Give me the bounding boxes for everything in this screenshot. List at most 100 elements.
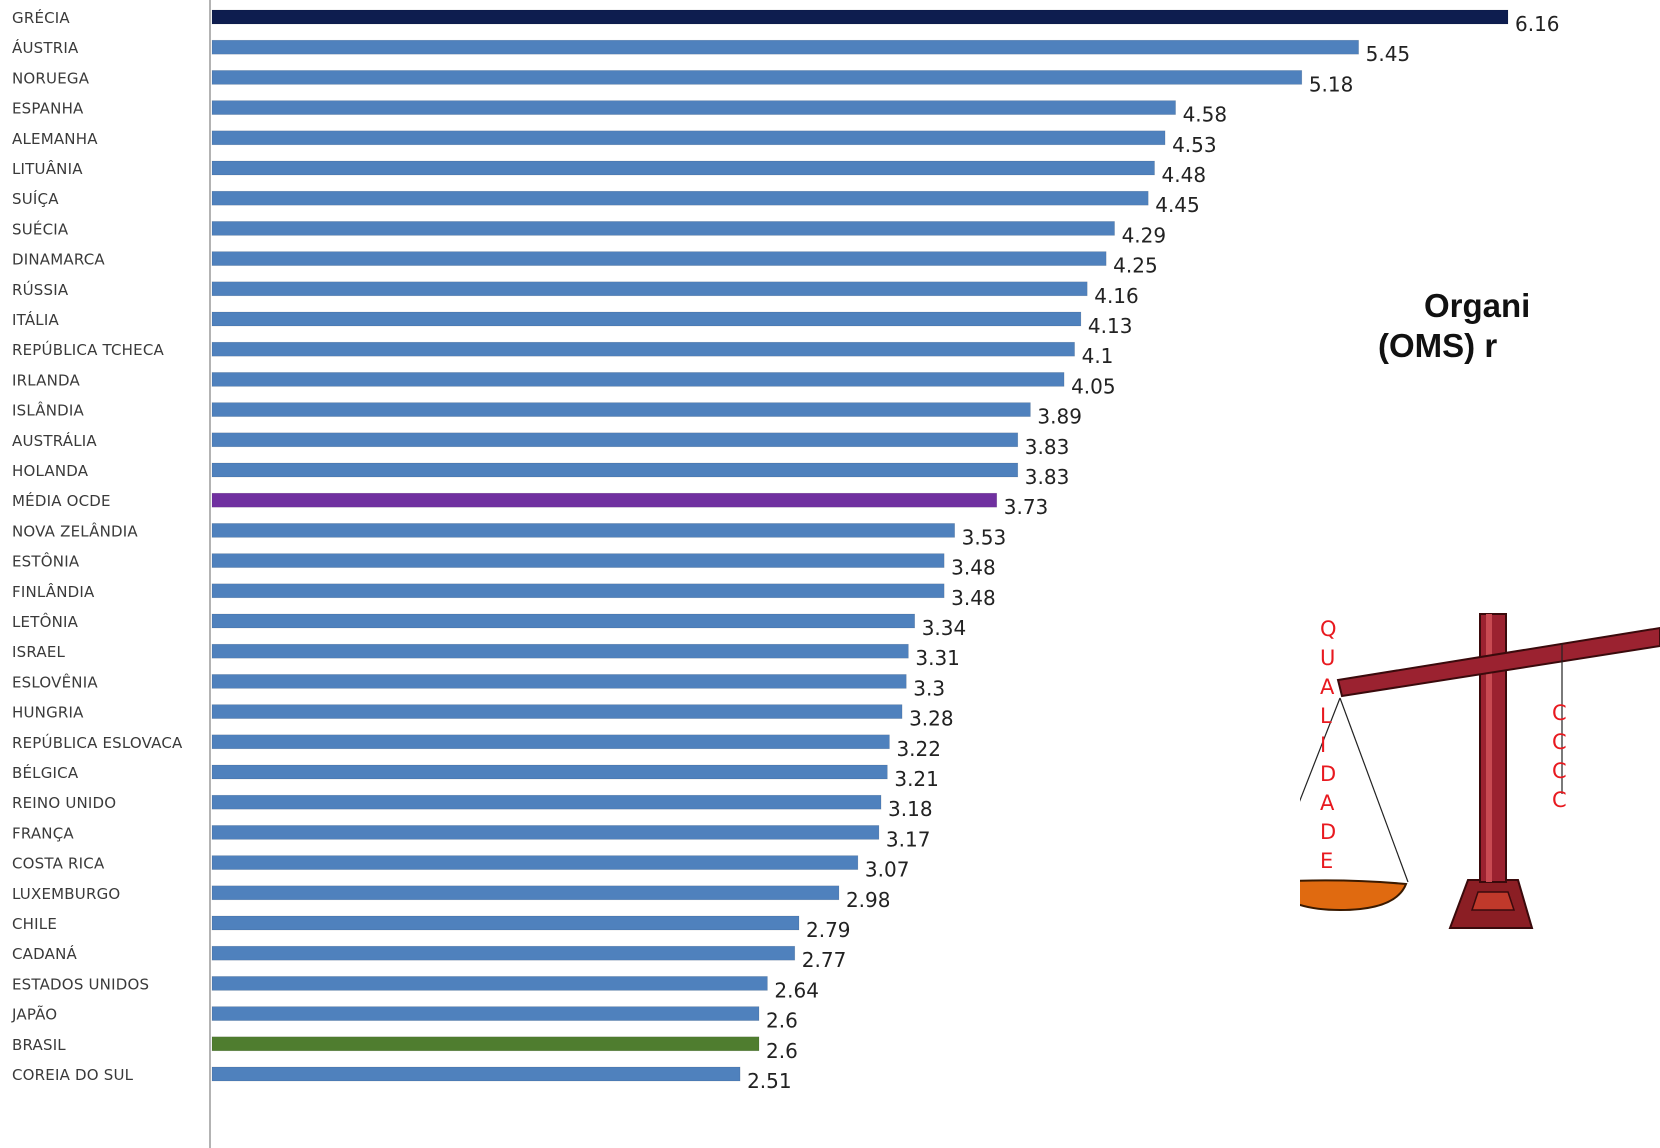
category-label: RÚSSIA	[12, 280, 69, 299]
category-label: ESPANHA	[12, 100, 84, 118]
scale-base-detail	[1470, 891, 1516, 911]
category-label: HOLANDA	[12, 462, 89, 480]
value-label: 2.6	[766, 1009, 798, 1033]
category-label: DINAMARCA	[12, 251, 105, 269]
scale-letter-left: A	[1320, 791, 1335, 815]
category-label: IRLANDA	[12, 371, 81, 389]
value-label: 4.16	[1094, 284, 1139, 308]
category-label: ALEMANHA	[12, 130, 98, 148]
bar	[211, 372, 1065, 387]
category-label: NORUEGA	[12, 69, 90, 87]
value-label: 4.58	[1183, 103, 1228, 127]
scale-letter-left: L	[1320, 704, 1332, 728]
bar	[211, 915, 800, 931]
category-label: NOVA ZELÂNDIA	[12, 521, 138, 540]
value-label: 4.05	[1071, 374, 1116, 398]
bar	[211, 643, 909, 659]
category-label: CADANÁ	[12, 944, 78, 963]
value-label: 3.83	[1025, 465, 1070, 489]
bar	[211, 462, 1019, 478]
value-label: 4.53	[1172, 133, 1217, 157]
bar	[211, 190, 1149, 206]
headline-line-1: Organi	[1424, 287, 1531, 324]
scale-letter-right: C	[1552, 759, 1567, 783]
category-label: BRASIL	[12, 1036, 66, 1054]
value-label: 3.31	[915, 646, 960, 670]
category-label: ISLÂNDIA	[12, 401, 85, 420]
scale-letter-right: C	[1552, 788, 1567, 812]
value-label: 4.29	[1122, 223, 1167, 247]
scale-art	[1300, 613, 1660, 929]
scale-letter-left: A	[1320, 675, 1335, 699]
scale-letter-left: D	[1320, 820, 1336, 844]
bar	[211, 794, 882, 810]
value-label: 2.6	[766, 1039, 798, 1063]
bar	[211, 674, 907, 689]
value-label: 3.48	[951, 586, 996, 610]
bar	[211, 734, 890, 750]
category-label: ÁUSTRIA	[12, 38, 79, 57]
value-label: 3.22	[896, 737, 941, 761]
bar	[211, 432, 1019, 448]
category-label: AUSTRÁLIA	[12, 431, 97, 450]
bar	[211, 885, 840, 901]
headline-line-2: (OMS) r	[1378, 327, 1498, 364]
bar	[211, 130, 1166, 146]
bar	[211, 251, 1107, 266]
category-label: BÉLGICA	[12, 763, 79, 782]
value-label: 5.45	[1366, 42, 1411, 66]
category-label: LETÔNIA	[12, 612, 79, 631]
bar	[211, 492, 998, 508]
bar	[211, 9, 1509, 25]
value-label: 3.17	[886, 827, 931, 851]
value-label: 3.21	[894, 767, 939, 791]
bar	[211, 100, 1176, 115]
category-label: ESTÔNIA	[12, 552, 80, 571]
bar	[211, 855, 859, 870]
category-label: COREIA DO SUL	[12, 1066, 134, 1084]
bar	[211, 553, 945, 568]
value-label: 2.98	[846, 888, 891, 912]
value-label: 3.83	[1025, 435, 1070, 459]
scale-string-right	[1339, 697, 1409, 883]
value-label: 4.48	[1162, 163, 1207, 187]
scale-letter-left: Q	[1320, 617, 1337, 641]
category-label: GRÉCIA	[12, 8, 70, 27]
category-label: LUXEMBURGO	[12, 885, 120, 903]
scale-letter-left: D	[1320, 762, 1336, 786]
value-label: 2.77	[802, 948, 847, 972]
scale-pan-left	[1300, 879, 1408, 912]
bar	[211, 70, 1303, 85]
value-label: 4.45	[1155, 193, 1200, 217]
category-label: REPÚBLICA ESLOVACA	[12, 733, 183, 752]
value-label: 3.53	[962, 525, 1007, 549]
category-label: FRANÇA	[12, 824, 74, 842]
value-label: 5.18	[1309, 72, 1354, 96]
bar	[211, 341, 1075, 357]
value-label: 3.34	[922, 616, 967, 640]
category-label: LITUÂNIA	[12, 159, 83, 178]
category-label: ESLOVÊNIA	[12, 672, 98, 691]
scale-beam	[1336, 626, 1660, 698]
bar	[211, 39, 1359, 55]
category-label: ESTADOS UNIDOS	[12, 975, 149, 993]
bar	[211, 613, 916, 629]
category-label: CHILE	[12, 915, 57, 933]
bar	[211, 523, 955, 538]
scale-post-highlight	[1486, 614, 1492, 882]
value-label: 2.79	[806, 918, 851, 942]
value-label: 3.89	[1037, 405, 1082, 429]
bar	[211, 402, 1031, 417]
scale-letter-left: U	[1320, 646, 1335, 670]
bar	[211, 976, 768, 991]
bar	[211, 311, 1082, 327]
value-label: 2.51	[747, 1069, 792, 1093]
category-label: ITÁLIA	[12, 310, 59, 329]
headline: Organi (OMS) r	[1360, 286, 1660, 366]
value-label: 4.25	[1113, 254, 1158, 278]
bar	[211, 1066, 741, 1082]
bar	[211, 704, 903, 719]
